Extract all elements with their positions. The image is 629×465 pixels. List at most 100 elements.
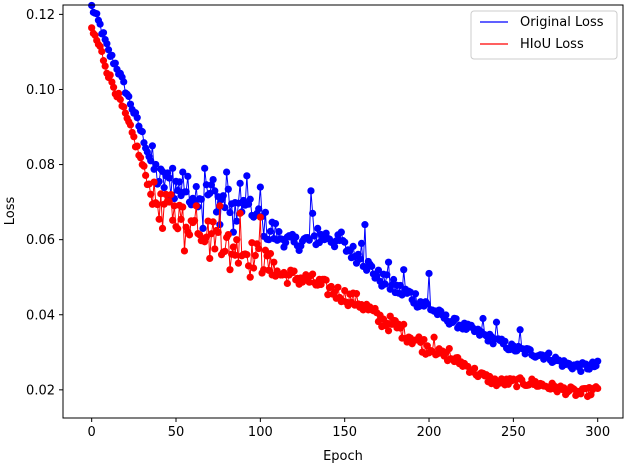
data-point [229,243,237,251]
data-point [138,128,146,136]
data-point [226,208,234,217]
data-point [233,217,241,225]
data-point [108,51,116,59]
data-point [231,251,239,259]
x-tick-label: 300 [585,425,610,440]
data-point [452,315,460,323]
data-point [411,290,420,298]
data-point [182,188,190,196]
data-point [356,255,364,263]
data-point [246,195,254,203]
data-point [125,92,133,100]
data-point [327,282,335,291]
data-point [445,344,453,353]
data-point [99,57,108,65]
data-point [160,184,168,192]
data-point [256,213,264,221]
data-point [140,162,148,170]
data-point [177,215,185,223]
data-point [270,258,278,266]
data-point [330,243,339,251]
data-point [101,62,109,70]
data-point [162,190,170,199]
data-point [226,266,234,274]
data-point [211,245,219,253]
data-point [594,384,602,393]
data-point [420,335,428,344]
data-point [234,259,243,267]
series-layer [88,1,602,401]
data-point [400,320,408,328]
data-point [314,224,322,232]
data-point [179,203,187,211]
data-point [152,160,160,169]
x-tick-label: 200 [417,425,442,440]
data-point [384,327,393,335]
data-point [192,202,200,210]
data-point [136,154,145,162]
data-point [212,208,221,216]
y-tick-label: 0.04 [26,308,55,323]
data-point [271,219,280,228]
data-point [165,198,173,206]
y-tick-label: 0.06 [26,233,55,248]
series-original-loss [88,1,602,376]
data-point [219,192,227,200]
legend-label-original-loss: Original Loss [520,15,604,30]
data-point [384,258,393,266]
data-point [383,271,391,279]
data-point [292,233,300,241]
data-point [282,238,290,247]
data-point [184,172,192,180]
data-point [169,164,177,172]
x-tick-label: 0 [88,425,96,440]
data-point [310,232,318,240]
data-point [216,202,224,210]
data-point [106,71,114,79]
y-axis-label: Loss [3,197,18,226]
data-point [104,46,113,54]
data-point [255,205,263,213]
data-point [103,40,111,48]
data-point [492,318,501,326]
data-point [236,209,244,217]
x-tick-label: 250 [501,425,526,440]
data-point [115,89,123,98]
data-point [430,333,438,341]
data-point [179,168,187,176]
data-point [88,24,96,32]
data-point [158,224,167,232]
x-tick-label: 50 [168,425,185,440]
data-point [275,228,283,236]
data-point [133,142,141,150]
data-point [209,175,217,184]
data-point [290,267,298,275]
data-point [223,168,231,176]
data-point [479,314,487,323]
data-point [243,172,251,180]
data-point [202,181,210,189]
data-point [174,225,182,233]
data-point [155,215,163,223]
data-point [283,279,291,288]
data-point [147,157,155,165]
data-point [309,209,317,217]
data-point [206,254,214,263]
data-point [594,357,602,365]
data-point [243,251,251,259]
y-tick-label: 0.10 [26,83,55,98]
data-point [211,187,219,195]
data-point [307,187,315,195]
data-point [224,185,232,193]
data-point [246,273,254,281]
data-point [214,228,222,236]
data-point [381,280,389,288]
data-point [110,83,118,91]
x-axis-label: Epoch [323,449,363,464]
data-point [167,191,175,199]
x-tick-label: 150 [332,425,357,440]
data-point [309,270,317,278]
data-point [175,178,183,186]
data-point [322,276,330,284]
data-point [363,266,371,274]
